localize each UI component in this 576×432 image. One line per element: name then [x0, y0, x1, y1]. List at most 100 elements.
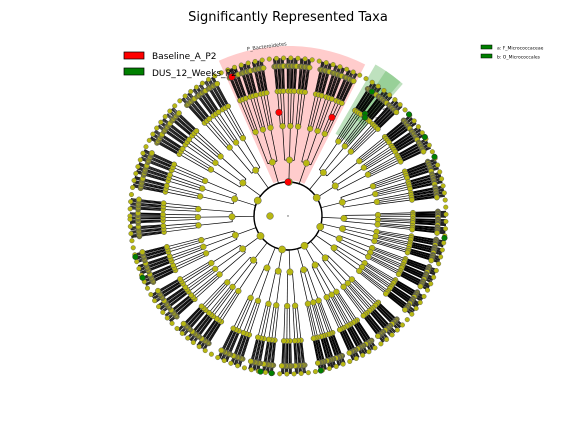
- branch-line: [371, 308, 389, 328]
- branch-line: [376, 110, 395, 129]
- branch-line: [298, 340, 302, 366]
- branch-line: [248, 71, 256, 96]
- branch-line: [368, 100, 385, 121]
- branch-line: [350, 323, 364, 346]
- branch-line: [340, 329, 352, 353]
- branch-line: [354, 88, 368, 111]
- branch-line: [374, 181, 409, 192]
- branch-line: [377, 302, 397, 321]
- branch-line: [400, 151, 424, 163]
- branch-line: [204, 319, 219, 341]
- branch-line: [138, 207, 164, 210]
- branch-line: [229, 147, 252, 174]
- branch-line: [401, 267, 425, 279]
- branch-line: [166, 127, 188, 143]
- branch-line: [201, 280, 227, 307]
- branch-line: [371, 171, 405, 185]
- branch-line: [341, 80, 354, 104]
- branch-line: [348, 123, 373, 151]
- branch-line: [371, 104, 390, 124]
- species-node: [435, 162, 441, 168]
- branch-line: [171, 248, 205, 262]
- branch-line: [168, 291, 189, 308]
- branch-line: [140, 187, 166, 194]
- branch-line: [204, 180, 237, 195]
- branch-line: [404, 161, 428, 172]
- branch-line: [140, 185, 166, 192]
- branch-line: [313, 338, 320, 363]
- branch-line: [409, 244, 435, 252]
- species-node: [174, 326, 180, 332]
- branch-line: [361, 266, 392, 288]
- branch-line: [213, 115, 235, 145]
- branch-line: [239, 100, 254, 133]
- branch-line: [320, 336, 329, 361]
- branch-line: [376, 194, 412, 202]
- branch-line: [339, 79, 351, 103]
- species-node: [185, 335, 191, 341]
- branch-line: [138, 204, 164, 208]
- branch-line: [228, 330, 239, 354]
- branch-line: [400, 270, 424, 282]
- branch-line: [256, 69, 262, 94]
- branch-line: [202, 188, 235, 200]
- species-node: [196, 344, 202, 350]
- taxon-node: [253, 92, 259, 98]
- branch-line: [386, 123, 407, 140]
- branch-line: [337, 111, 358, 142]
- branch-line: [212, 86, 226, 109]
- branch-line: [346, 326, 359, 349]
- branch-line: [268, 339, 273, 365]
- species-node: [169, 320, 175, 326]
- species-node: [167, 108, 173, 114]
- branch-line: [374, 305, 393, 324]
- branch-line: [208, 321, 223, 344]
- branch-line: [408, 175, 433, 184]
- species-node: [134, 259, 140, 265]
- branch-line: [220, 291, 241, 322]
- branch-line: [342, 328, 354, 352]
- branch-line: [250, 266, 266, 299]
- branch-line: [255, 131, 269, 164]
- branch-line: [388, 126, 410, 143]
- branch-line: [338, 112, 360, 143]
- branch-line: [190, 272, 219, 296]
- branch-line: [168, 291, 189, 307]
- branch-line: [363, 147, 393, 168]
- branch-line: [242, 99, 256, 133]
- species-node: [190, 340, 196, 346]
- branch-line: [401, 268, 425, 280]
- branch-line: [187, 308, 205, 328]
- branch-line: [295, 91, 300, 127]
- branch-line: [210, 87, 224, 110]
- species-node: [378, 341, 384, 347]
- branch-line: [368, 159, 400, 176]
- branch-line: [372, 105, 391, 125]
- branch-line: [328, 333, 338, 358]
- branch-line: [403, 262, 428, 273]
- branch-line: [366, 312, 383, 333]
- branch-line: [322, 336, 330, 361]
- branch-line: [393, 136, 416, 151]
- branch-line: [412, 197, 437, 201]
- branch-line: [207, 321, 222, 343]
- branch-line: [268, 270, 277, 304]
- branch-line: [387, 291, 408, 308]
- branch-line: [174, 164, 207, 180]
- branch-line: [376, 303, 395, 323]
- species-node: [443, 219, 449, 225]
- branch-line: [144, 171, 169, 180]
- branch-line: [144, 252, 169, 261]
- branch-line: [152, 269, 176, 281]
- branch-line: [411, 192, 437, 198]
- branch-line: [340, 329, 353, 352]
- branch-line: [233, 332, 244, 357]
- branch-line: [206, 120, 230, 148]
- branch-line: [375, 109, 394, 128]
- branch-line: [139, 231, 165, 236]
- branch-line: [290, 91, 292, 127]
- branch-line: [166, 289, 188, 305]
- branch-line: [397, 143, 420, 156]
- branch-line: [329, 333, 340, 358]
- branch-line: [398, 145, 421, 159]
